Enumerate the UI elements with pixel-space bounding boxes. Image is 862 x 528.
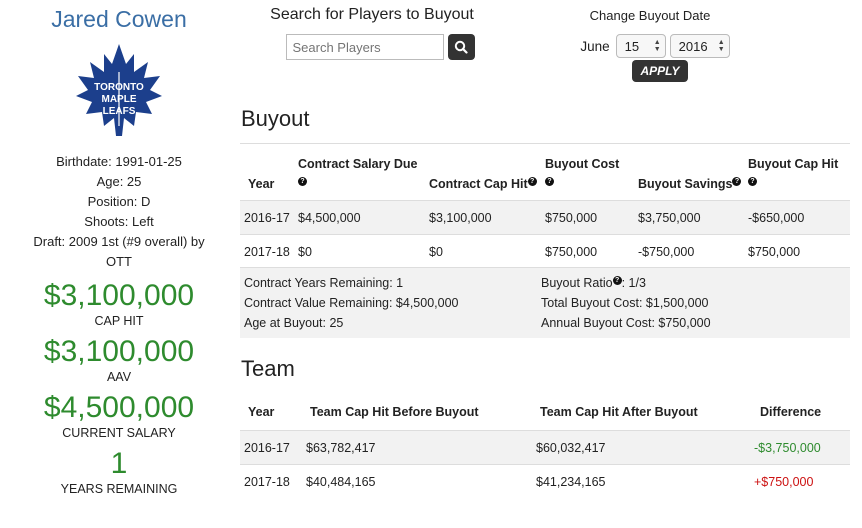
- contract-value-remaining: Contract Value Remaining: $4,500,000: [244, 296, 459, 310]
- logo-text-3: LEAFS: [103, 106, 136, 117]
- cell-difference: +$750,000: [754, 474, 814, 489]
- day-select[interactable]: 15 ▲ ▼: [615, 34, 666, 58]
- current-salary-stat: $4,500,000 CURRENT SALARY: [0, 390, 238, 440]
- cell-buyout-cost: $750,000: [545, 244, 598, 259]
- team-table: Year Team Cap Hit Before Buyout Team Cap…: [240, 394, 850, 498]
- year-select[interactable]: 2016 ▲ ▼: [669, 34, 730, 58]
- day-value: 15: [624, 38, 640, 54]
- cell-cap-hit-after: $41,234,165: [536, 474, 606, 489]
- logo-text-2: MAPLE: [102, 94, 137, 105]
- help-icon[interactable]: ?: [527, 176, 537, 186]
- search-button[interactable]: [447, 34, 475, 60]
- buyout-table: Year Contract Salary Due? Contract Cap H…: [240, 143, 850, 268]
- table-row: 2017-18 $40,484,165 $41,234,165 +$750,00…: [240, 464, 850, 498]
- col-contract-salary-due: Contract Salary Due?: [298, 157, 418, 186]
- buyout-ratio: Buyout Ratio?: 1/3: [541, 275, 646, 290]
- help-icon[interactable]: ?: [732, 176, 742, 186]
- search-input[interactable]: [285, 34, 444, 60]
- age-at-buyout: Age at Buyout: 25: [244, 316, 344, 330]
- cell-buyout-savings: -$750,000: [638, 244, 695, 259]
- total-buyout-cost: Total Buyout Cost: $1,500,000: [541, 296, 709, 310]
- help-icon[interactable]: ?: [748, 176, 757, 186]
- cell-year: 2016-17: [244, 210, 290, 225]
- current-salary-label: CURRENT SALARY: [62, 426, 176, 440]
- apply-button[interactable]: APPLY: [632, 60, 688, 82]
- aav-stat: $3,100,000 AAV: [0, 334, 238, 384]
- help-icon[interactable]: ?: [298, 176, 307, 186]
- table-row: 2016-17 $4,500,000 $3,100,000 $750,000 $…: [240, 200, 850, 234]
- table-row: 2017-18 $0 $0 $750,000 -$750,000 $750,00…: [240, 234, 850, 268]
- age: Age: 25: [96, 174, 142, 189]
- cell-buyout-savings: $3,750,000: [638, 210, 701, 225]
- current-salary-value: $4,500,000: [43, 391, 195, 424]
- annual-buyout-cost: Annual Buyout Cost: $750,000: [541, 316, 711, 330]
- years-remaining-label: YEARS REMAINING: [60, 482, 178, 496]
- buyout-date-picker: Change Buyout Date June 15 ▲ ▼ 2016 ▲ ▼ AP…: [560, 8, 750, 82]
- date-title: Change Buyout Date: [589, 8, 711, 23]
- draft: Draft: 2009 1st (#9 overall) by OTT: [33, 234, 205, 269]
- search-title: Search for Players to Buyout: [270, 6, 474, 23]
- cell-difference: -$3,750,000: [754, 440, 821, 455]
- aav-value: $3,100,000: [43, 335, 195, 368]
- buyout-table-header: Year Contract Salary Due? Contract Cap H…: [240, 143, 850, 200]
- player-bio: Birthdate: 1991-01-25 Age: 25 Position: …: [0, 152, 238, 272]
- cap-hit-stat: $3,100,000 CAP HIT: [0, 278, 238, 328]
- position: Position: D: [87, 194, 151, 209]
- search-icon: [454, 40, 468, 54]
- col-year: Year: [248, 405, 275, 419]
- cell-cap-hit: $3,100,000: [429, 210, 492, 225]
- col-contract-cap-hit: Contract Cap Hit?: [425, 174, 541, 194]
- select-arrows-icon: ▲ ▼: [717, 39, 725, 53]
- col-cap-hit-before: Team Cap Hit Before Buyout: [310, 405, 479, 419]
- team-logo: TORONTO MAPLE LEAFS: [74, 42, 164, 138]
- month-label: June: [580, 38, 610, 54]
- logo-text-1: TORONTO: [94, 82, 144, 93]
- cell-cap-hit-before: $40,484,165: [306, 474, 376, 489]
- contract-years-remaining: Contract Years Remaining: 1: [244, 276, 404, 290]
- cell-buyout-cap-hit: $750,000: [748, 244, 801, 259]
- cell-year: 2017-18: [244, 244, 290, 259]
- buyout-section-title: Buyout: [241, 106, 310, 131]
- select-arrows-icon: ▲ ▼: [653, 39, 661, 53]
- cell-year: 2016-17: [244, 440, 290, 455]
- table-row: 2016-17 $63,782,417 $60,032,417 -$3,750,…: [240, 430, 850, 464]
- cell-year: 2017-18: [244, 474, 290, 489]
- cap-hit-value: $3,100,000: [43, 279, 195, 312]
- col-buyout-cap-hit: Buyout Cap Hit?: [748, 157, 839, 186]
- cell-salary-due: $4,500,000: [298, 210, 361, 225]
- years-remaining-value: 1: [110, 447, 128, 480]
- cap-hit-label: CAP HIT: [94, 314, 144, 328]
- player-name[interactable]: Jared Cowen: [51, 6, 187, 32]
- shoots: Shoots: Left: [84, 214, 154, 229]
- col-year: Year: [248, 177, 275, 191]
- year-value: 2016: [678, 38, 708, 54]
- col-cap-hit-after: Team Cap Hit After Buyout: [540, 405, 698, 419]
- team-section-title: Team: [241, 356, 295, 381]
- col-difference: Difference: [760, 405, 822, 419]
- cell-buyout-cost: $750,000: [545, 210, 598, 225]
- cell-cap-hit-after: $60,032,417: [536, 440, 606, 455]
- aav-label: AAV: [106, 370, 132, 384]
- col-buyout-savings: Buyout Savings?: [634, 174, 744, 194]
- cell-salary-due: $0: [298, 244, 312, 259]
- help-icon[interactable]: ?: [612, 275, 622, 285]
- cell-cap-hit-before: $63,782,417: [306, 440, 376, 455]
- team-table-header: Year Team Cap Hit Before Buyout Team Cap…: [240, 394, 850, 430]
- years-remaining-stat: 1 YEARS REMAINING: [0, 446, 238, 496]
- player-search: Search for Players to Buyout: [240, 6, 490, 60]
- cell-buyout-cap-hit: -$650,000: [748, 210, 805, 225]
- help-icon[interactable]: ?: [545, 176, 554, 186]
- birthdate: Birthdate: 1991-01-25: [56, 154, 182, 169]
- col-buyout-cost: Buyout Cost?: [545, 157, 620, 186]
- cell-cap-hit: $0: [429, 244, 443, 259]
- player-sidebar: Jared Cowen TORONTO MAPLE LEAFS Birthdat…: [0, 0, 238, 496]
- buyout-summary: Contract Years Remaining: 1 Contract Val…: [240, 267, 850, 338]
